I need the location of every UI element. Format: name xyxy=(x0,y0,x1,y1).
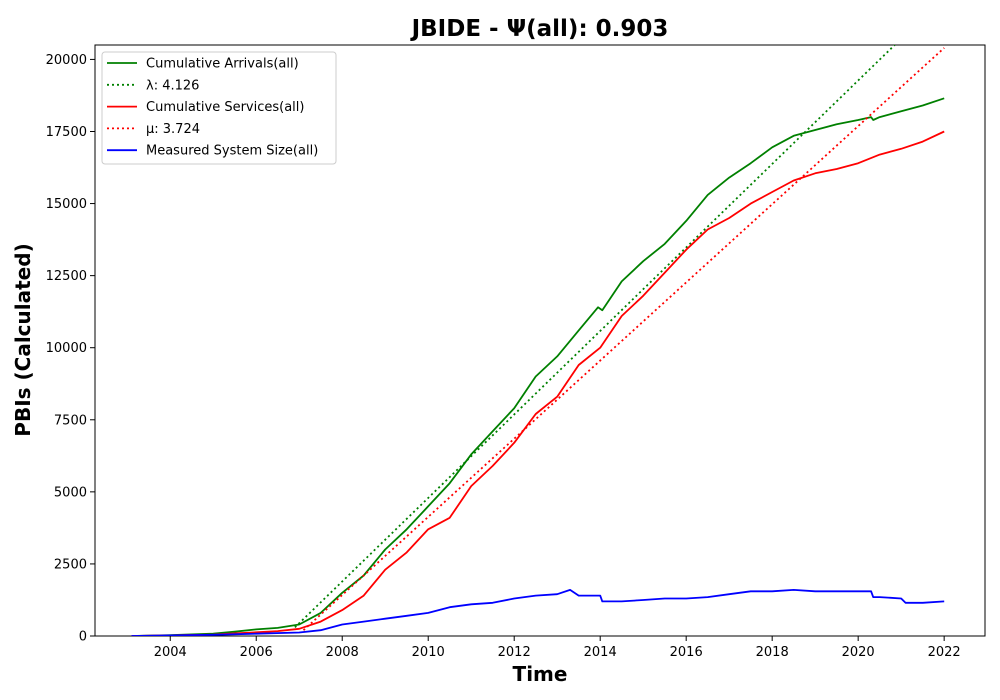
y-tick-label: 7500 xyxy=(54,413,87,428)
x-tick-label: 2006 xyxy=(240,645,273,660)
y-tick-label: 2500 xyxy=(54,557,87,572)
y-axis: 0 2500 5000 7500 10000 12500 15000 17500 20000 xyxy=(46,53,95,645)
y-tick-label: 15000 xyxy=(46,197,87,212)
x-axis-title: Time xyxy=(513,662,568,686)
x-axis: 2004 2006 2008 2010 2012 2014 2016 2018 2020 2022 xyxy=(154,636,961,660)
y-tick-label: 17500 xyxy=(46,125,87,140)
chart-title: JBIDE - Ψ(all): 0.903 xyxy=(410,16,669,42)
x-tick-label: 2008 xyxy=(326,645,359,660)
legend-label-4: Measured System Size(all) xyxy=(146,144,318,159)
x-tick-label: 2022 xyxy=(928,645,961,660)
y-tick-label: 12500 xyxy=(46,269,87,284)
legend-label-3: μ: 3.724 xyxy=(146,122,200,137)
y-tick-label: 10000 xyxy=(46,341,87,356)
x-tick-label: 2018 xyxy=(756,645,789,660)
x-tick-label: 2016 xyxy=(670,645,703,660)
legend-label-0: Cumulative Arrivals(all) xyxy=(146,57,299,72)
x-tick-label: 2012 xyxy=(498,645,531,660)
x-tick-label: 2014 xyxy=(584,645,617,660)
x-tick-label: 2020 xyxy=(842,645,875,660)
y-tick-label: 20000 xyxy=(46,53,87,68)
x-tick-label: 2004 xyxy=(154,645,187,660)
y-axis-title: PBIs (Calculated) xyxy=(11,243,35,436)
y-tick-label: 5000 xyxy=(54,485,87,500)
legend-label-1: λ: 4.126 xyxy=(146,78,199,93)
y-tick-label: 0 xyxy=(79,630,87,645)
x-tick-label: 2010 xyxy=(412,645,445,660)
legend: Cumulative Arrivals(all) λ: 4.126 Cumulati… xyxy=(102,52,336,164)
legend-label-2: Cumulative Services(all) xyxy=(146,100,304,115)
